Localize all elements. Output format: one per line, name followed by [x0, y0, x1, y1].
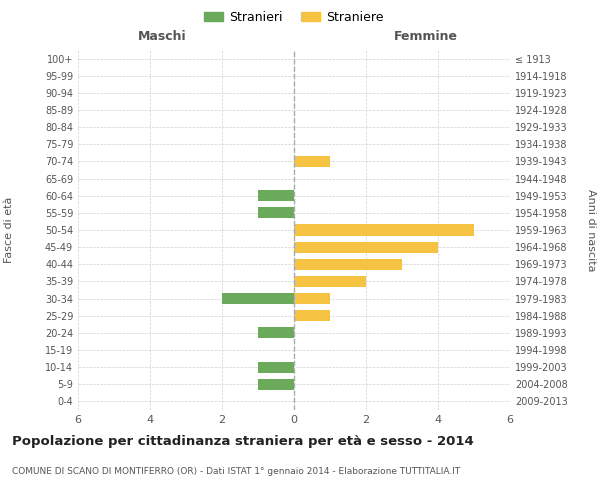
- Bar: [258, 378, 294, 390]
- Bar: [294, 293, 330, 304]
- Bar: [294, 242, 438, 252]
- Bar: [294, 156, 330, 167]
- Bar: [294, 258, 402, 270]
- Legend: Stranieri, Straniere: Stranieri, Straniere: [199, 6, 389, 29]
- Text: Popolazione per cittadinanza straniera per età e sesso - 2014: Popolazione per cittadinanza straniera p…: [12, 435, 474, 448]
- Text: Fasce di età: Fasce di età: [4, 197, 14, 263]
- Bar: [258, 190, 294, 202]
- Bar: [294, 224, 474, 235]
- Text: Anni di nascita: Anni di nascita: [586, 188, 596, 271]
- Bar: [222, 293, 294, 304]
- Text: Femmine: Femmine: [394, 30, 458, 43]
- Bar: [258, 208, 294, 218]
- Text: Maschi: Maschi: [137, 30, 187, 43]
- Bar: [294, 310, 330, 322]
- Bar: [258, 362, 294, 372]
- Bar: [294, 276, 366, 287]
- Bar: [258, 328, 294, 338]
- Text: COMUNE DI SCANO DI MONTIFERRO (OR) - Dati ISTAT 1° gennaio 2014 - Elaborazione T: COMUNE DI SCANO DI MONTIFERRO (OR) - Dat…: [12, 468, 460, 476]
